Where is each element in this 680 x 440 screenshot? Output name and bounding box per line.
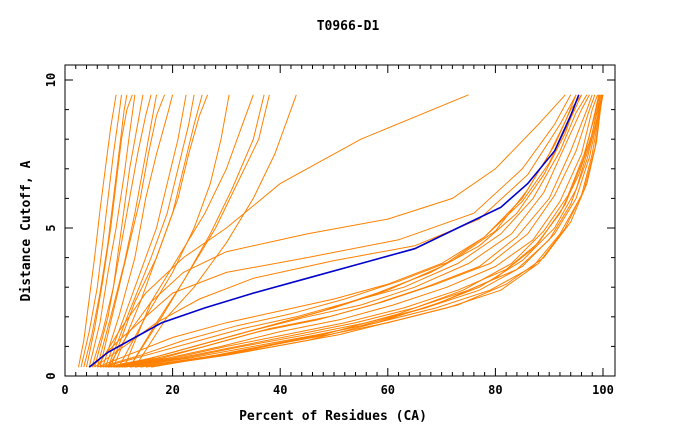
model-series-line bbox=[129, 94, 270, 368]
x-tick-label: 80 bbox=[488, 383, 502, 397]
x-tick-label: 100 bbox=[592, 383, 614, 397]
x-tick-label: 60 bbox=[381, 383, 395, 397]
model-series-group bbox=[78, 94, 604, 368]
axis-tick-labels: 0 20 40 60 80 100 0 5 10 bbox=[44, 73, 614, 397]
model-series-line bbox=[118, 94, 582, 368]
model-series-line bbox=[110, 94, 596, 368]
x-tick-label: 0 bbox=[61, 383, 68, 397]
chart-title: T0966-D1 bbox=[317, 19, 380, 34]
model-series-line bbox=[121, 94, 602, 368]
model-series-line bbox=[134, 94, 297, 368]
plot-frame bbox=[64, 64, 616, 377]
y-tick-label: 5 bbox=[44, 224, 58, 231]
model-series-line bbox=[96, 94, 469, 368]
model-series-line bbox=[83, 94, 128, 368]
model-series-line bbox=[145, 94, 601, 368]
model-series-line bbox=[124, 94, 603, 368]
model-series-line bbox=[91, 94, 144, 368]
highlight-series-line bbox=[88, 94, 580, 368]
axis-ticks bbox=[64, 65, 615, 377]
model-series-line bbox=[86, 94, 133, 368]
model-series-line bbox=[96, 94, 157, 368]
model-series-line bbox=[151, 94, 600, 368]
model-series-line bbox=[104, 94, 187, 368]
model-series-line bbox=[80, 94, 122, 368]
model-series-line bbox=[88, 94, 136, 368]
model-series-line bbox=[107, 94, 566, 368]
model-series-line bbox=[94, 94, 152, 368]
x-tick-label: 40 bbox=[273, 383, 287, 397]
highlight-series-group bbox=[88, 94, 580, 368]
y-tick-label: 0 bbox=[44, 372, 58, 379]
model-series-line bbox=[113, 94, 599, 368]
y-axis-label: Distance Cutoff, A bbox=[19, 160, 34, 301]
model-series-line bbox=[91, 94, 572, 368]
model-series-line bbox=[99, 94, 582, 368]
x-tick-label: 20 bbox=[165, 383, 179, 397]
model-series-line bbox=[107, 94, 195, 368]
model-series-line bbox=[78, 94, 117, 368]
model-series-line bbox=[112, 94, 209, 368]
model-series-line bbox=[129, 94, 603, 368]
x-axis-label: Percent of Residues (CA) bbox=[239, 409, 427, 424]
model-series-line bbox=[102, 94, 588, 368]
y-tick-label: 10 bbox=[44, 73, 58, 87]
model-series-line bbox=[129, 94, 265, 368]
model-series-line bbox=[102, 94, 174, 368]
model-series-line bbox=[99, 94, 165, 368]
model-series-line bbox=[94, 94, 577, 368]
